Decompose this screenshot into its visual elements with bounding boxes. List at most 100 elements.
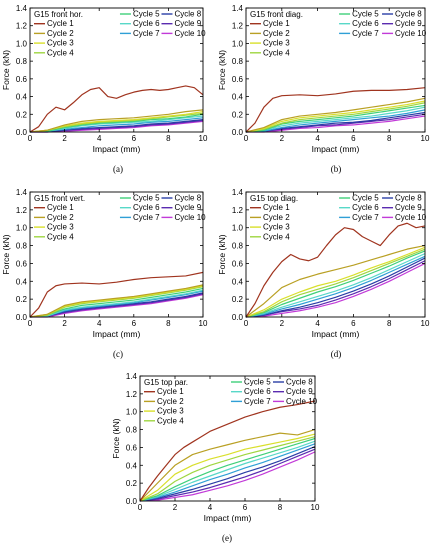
legend-entry: Cycle 2 — [47, 29, 74, 38]
legend-entry: Cycle 1 — [263, 19, 290, 28]
legend-entry: Cycle 4 — [47, 232, 74, 241]
series-line-cycle-3 — [139, 433, 316, 502]
y-tick-label: 0.0 — [16, 313, 28, 322]
y-axis-label: Force (kN) — [1, 50, 11, 90]
y-tick-label: 0.8 — [232, 242, 244, 251]
plot-area — [246, 8, 425, 132]
legend-entry: Cycle 4 — [263, 48, 290, 57]
series-line-cycle-6 — [245, 106, 426, 133]
y-tick-label: 1.2 — [16, 206, 28, 215]
x-tick-label: 8 — [387, 134, 392, 143]
legend-entry: Cycle 6 — [133, 19, 160, 28]
y-axis-label: Force (kN) — [217, 50, 227, 90]
legend-entry: Cycle 7 — [133, 29, 160, 38]
y-tick-label: 0.6 — [232, 259, 244, 268]
series-line-cycle-9 — [139, 448, 316, 502]
legend-entry: Cycle 5 — [352, 194, 379, 203]
legend-entry: Cycle 2 — [263, 213, 290, 222]
panel-caption: (d) — [331, 349, 342, 359]
y-tick-label: 0.8 — [16, 57, 28, 66]
y-tick-label: 0.4 — [126, 461, 138, 470]
series-line-cycle-2 — [139, 428, 316, 502]
y-tick-label: 1.2 — [126, 390, 138, 399]
x-tick-label: 10 — [199, 134, 208, 143]
x-tick-label: 6 — [243, 503, 248, 512]
plot-frame — [139, 375, 316, 502]
y-tick-label: 0.0 — [232, 313, 244, 322]
series-line-cycle-3 — [245, 246, 426, 318]
legend-entry: Cycle 9 — [395, 19, 422, 28]
x-tick-label: 6 — [132, 319, 137, 328]
y-tick-label: 0.4 — [16, 93, 28, 102]
plot-area — [246, 192, 425, 317]
series-line-cycle-3 — [245, 100, 426, 133]
y-tick-label: 1.2 — [16, 22, 28, 31]
x-tick-label: 2 — [280, 134, 285, 143]
y-axis-label: Force (kN) — [217, 234, 227, 274]
series-line-cycle-2 — [245, 97, 426, 133]
plot-frame — [245, 7, 426, 133]
legend-entry: Cycle 7 — [352, 29, 379, 38]
x-axis-label: Impact (mm) — [312, 329, 360, 339]
x-tick-label: 2 — [280, 319, 285, 328]
chart-title: G15 front hor. — [34, 10, 83, 19]
series-line-cycle-6 — [245, 253, 426, 318]
series-line-cycle-1 — [29, 85, 204, 133]
series-group — [245, 87, 426, 133]
x-tick-label: 10 — [199, 319, 208, 328]
x-tick-label: 4 — [97, 319, 102, 328]
y-tick-label: 0.2 — [126, 479, 138, 488]
legend-entry: Cycle 1 — [263, 203, 290, 212]
y-tick-label: 1.0 — [126, 408, 138, 417]
x-tick-label: 8 — [166, 319, 171, 328]
series-line-cycle-1 — [245, 222, 426, 318]
series-line-cycle-10 — [245, 262, 426, 318]
series-line-cycle-1 — [139, 400, 316, 502]
x-tick-label: 10 — [421, 134, 430, 143]
series-line-cycle-8 — [139, 445, 316, 502]
series-line-cycle-1 — [29, 271, 204, 318]
series-group — [245, 222, 426, 318]
series-line-cycle-4 — [29, 286, 204, 318]
series-line-cycle-6 — [29, 289, 204, 318]
series-line-cycle-5 — [245, 250, 426, 318]
y-tick-label: 0.4 — [16, 277, 28, 286]
legend-entry: Cycle 6 — [352, 203, 379, 212]
legend-entry: Cycle 7 — [244, 397, 271, 406]
x-tick-label: 0 — [28, 319, 33, 328]
chart-title: G15 front diag. — [250, 10, 303, 19]
series-line-cycle-7 — [139, 443, 316, 502]
legend-entry: Cycle 10 — [174, 213, 206, 222]
series-line-cycle-4 — [139, 436, 316, 502]
legend-entry: Cycle 10 — [395, 29, 427, 38]
legend-entry: Cycle 3 — [47, 39, 74, 48]
legend-entry: Cycle 1 — [47, 203, 74, 212]
chart-panel-e: 0 2 4 6 8 10 0.0 0.2 0.4 0.6 0.8 1.0 1.2 1.4 Impact (m… — [111, 372, 320, 523]
legend-entry: Cycle 6 — [133, 203, 160, 212]
legend-entry: Cycle 9 — [174, 19, 201, 28]
plot-frame — [245, 191, 426, 318]
x-tick-label: 2 — [62, 319, 67, 328]
series-line-cycle-6 — [139, 440, 316, 502]
legend-entry: Cycle 8 — [174, 194, 201, 203]
chart-panel-c: 0 2 4 6 8 10 0.0 0.2 0.4 0.6 0.8 1.0 1.2 1.4 Impact (m… — [1, 188, 208, 339]
y-tick-label: 0.2 — [16, 295, 28, 304]
x-tick-label: 0 — [244, 319, 249, 328]
y-tick-label: 0.8 — [232, 57, 244, 66]
legend-entry: Cycle 5 — [244, 378, 271, 387]
x-tick-label: 8 — [166, 134, 171, 143]
y-tick-label: 0.2 — [16, 110, 28, 119]
y-tick-label: 0.4 — [232, 93, 244, 102]
x-tick-label: 6 — [351, 319, 356, 328]
y-tick-label: 0.6 — [16, 75, 28, 84]
x-tick-label: 4 — [97, 134, 102, 143]
legend-entry: Cycle 9 — [174, 203, 201, 212]
x-axis-label: Impact (mm) — [93, 329, 141, 339]
x-tick-label: 0 — [244, 134, 249, 143]
chart-title: G15 top par. — [144, 378, 188, 387]
y-tick-label: 1.0 — [16, 224, 28, 233]
x-axis-label: Impact (mm) — [312, 144, 360, 154]
series-line-cycle-5 — [245, 104, 426, 133]
panel-caption: (a) — [113, 164, 123, 174]
y-tick-label: 0.6 — [126, 443, 138, 452]
